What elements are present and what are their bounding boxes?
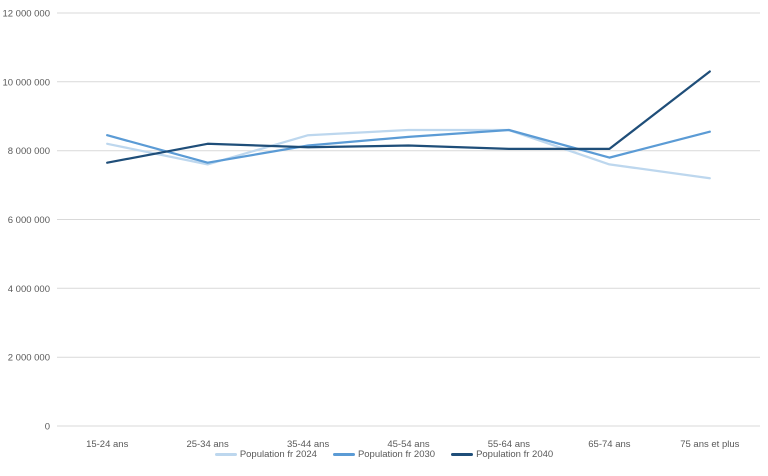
x-axis-tick-label: 25-34 ans: [186, 439, 229, 450]
x-axis-tick-label: 45-54 ans: [387, 439, 430, 450]
legend-line-marker: [451, 453, 474, 456]
series-line-population-fr-2040[interactable]: [106, 70, 711, 164]
series-line-population-fr-2030[interactable]: [106, 128, 711, 164]
series-line-population-fr-2024[interactable]: [106, 128, 711, 180]
y-axis-tick-label: 8 000 000: [8, 146, 50, 157]
x-axis-tick-label: 35-44 ans: [287, 439, 330, 450]
legend-label: Population fr 2030: [357, 449, 436, 460]
x-axis-tick-label: 75 ans et plus: [680, 439, 739, 450]
y-axis-tick-label: 10 000 000: [2, 77, 50, 88]
legend-item-population-fr-2024[interactable]: Population fr 2024: [214, 449, 317, 460]
x-axis-tick-label: 55-64 ans: [488, 439, 531, 450]
chart-legend: Population fr 2024 Population fr 2030 Popu…: [0, 449, 768, 460]
legend-label: Population fr 2040: [476, 449, 554, 460]
legend-label: Population fr 2024: [239, 449, 317, 460]
y-axis-tick-label: 6 000 000: [8, 215, 50, 226]
legend-line-marker: [332, 453, 355, 456]
y-axis-tick-label: 4 000 000: [8, 284, 50, 295]
legend-item-population-fr-2030[interactable]: Population fr 2030: [332, 449, 436, 460]
x-axis-tick-label: 65-74 ans: [588, 439, 631, 450]
y-axis-tick-label: 0: [45, 422, 50, 433]
legend-line-marker: [214, 453, 237, 456]
legend-item-population-fr-2040[interactable]: Population fr 2040: [451, 449, 553, 460]
x-axis-tick-label: 15-24 ans: [86, 439, 129, 450]
y-axis-tick-label: 12 000 000: [2, 9, 50, 20]
y-axis-tick-label: 2 000 000: [8, 353, 50, 364]
